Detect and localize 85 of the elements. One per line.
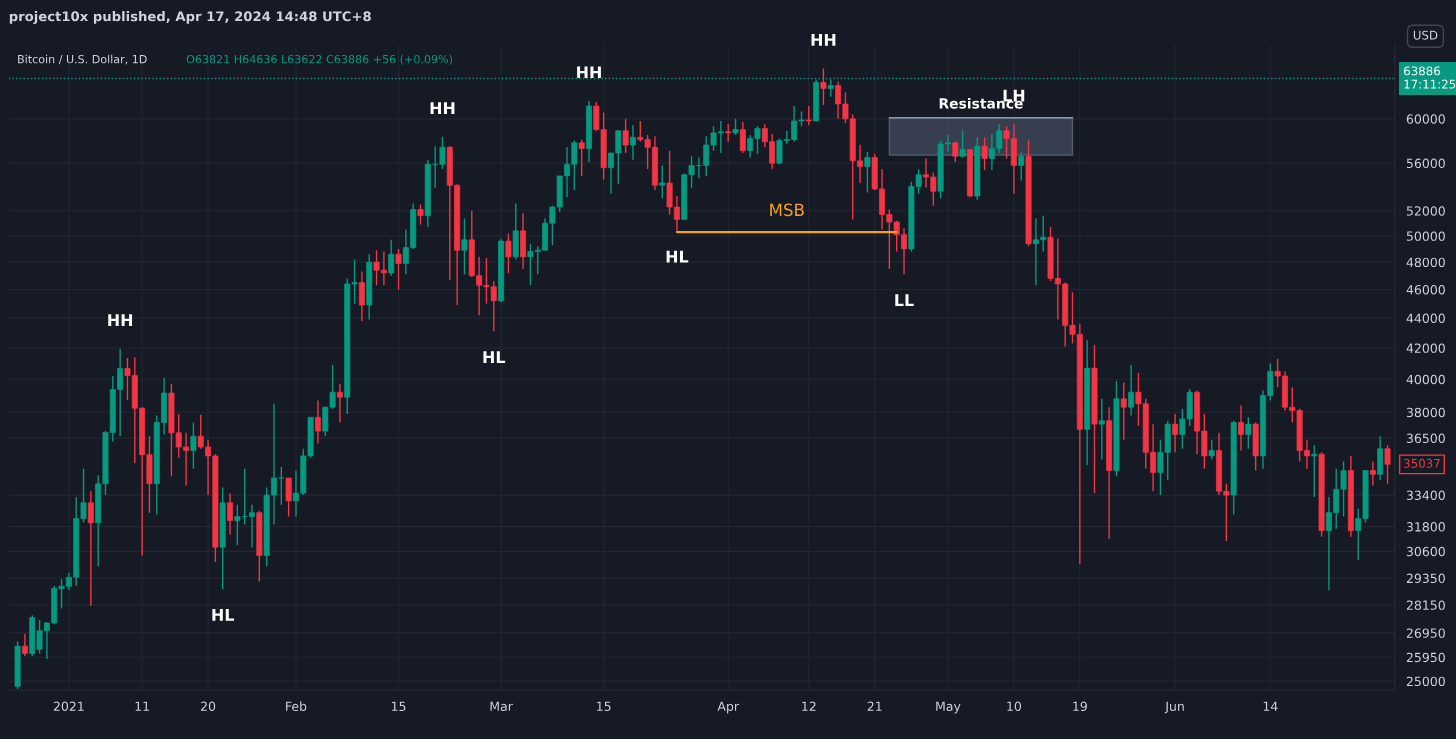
y-tick-label: 25000 [1406, 676, 1445, 687]
x-tick-label: 19 [1073, 701, 1087, 712]
y-tick-label: 44000 [1406, 313, 1445, 323]
candlestick [981, 136, 988, 171]
x-tick-label: 21 [867, 701, 882, 711]
candlestick [959, 130, 966, 159]
annotation: HH [577, 66, 601, 79]
text: O63821 H64636 L63622 C63886 +56 (+0.09%) [186, 54, 453, 65]
annotation: LL [895, 294, 914, 306]
candlestick [1245, 416, 1252, 450]
candlestick [578, 138, 585, 177]
annotation: HH [108, 314, 133, 326]
y-tick-label: 56000 [1406, 158, 1445, 169]
annotation: HH [430, 102, 455, 114]
candlestick [1128, 364, 1135, 417]
y-tick-label: 29350 [1406, 573, 1445, 584]
y-tick-label: 60000 [1406, 114, 1445, 124]
series-label: MSB [770, 203, 804, 217]
candlestick [87, 490, 94, 607]
x-tick-label: May [936, 701, 961, 714]
candlestick [395, 248, 402, 291]
annotation: HL [666, 250, 689, 263]
candlestick [285, 477, 292, 518]
annotation: HL [483, 351, 506, 363]
candlestick [21, 633, 28, 657]
y-tick-label: 38000 [1406, 407, 1445, 418]
y-tick-label: 26950 [1406, 628, 1445, 638]
candlestick [278, 466, 285, 506]
y-tick-label: 30600 [1406, 546, 1445, 557]
x-tick-label: Mar [490, 701, 513, 712]
x-tick-label: 12 [802, 701, 816, 711]
y-tick-label: 40000 [1406, 374, 1445, 385]
candlestick [820, 67, 827, 106]
y-tick-label: 33400 [1406, 490, 1445, 501]
candlestick [622, 118, 629, 154]
candlestick [227, 492, 234, 536]
candlestick [659, 164, 666, 200]
candlestick [1208, 439, 1215, 461]
candlestick [505, 232, 512, 274]
x-tick-label: Apr [717, 701, 740, 714]
y-tick-label: 31800 [1406, 522, 1445, 532]
candlestick [314, 399, 321, 445]
text: 35037 [1404, 458, 1440, 468]
candlestick [336, 383, 343, 424]
y-tick-label: 25950 [1406, 652, 1445, 663]
y-tick-label: 42000 [1406, 343, 1445, 353]
annotation: HL [212, 609, 235, 621]
candlestick [461, 217, 468, 276]
candlestick [1018, 151, 1025, 182]
y-tick-label: 50000 [1406, 231, 1445, 241]
candlestick [190, 421, 197, 470]
candlestick [1311, 444, 1318, 498]
x-tick-label: Feb [286, 701, 307, 712]
y-tick-label: 52000 [1406, 206, 1445, 216]
candlestick [629, 124, 636, 161]
candlestick [739, 121, 746, 154]
y-tick-label: 48000 [1406, 257, 1445, 268]
y-tick-label: 36500 [1406, 433, 1445, 444]
x-tick-label: 2021 [53, 701, 84, 712]
text: USD [1413, 30, 1438, 40]
text: Bitcoin / U.S. Dollar, 1D [18, 54, 147, 65]
x-tick-label: 14 [1263, 701, 1278, 711]
x-tick-label: 10 [1007, 701, 1022, 712]
annotation: HH [811, 33, 836, 46]
candlestick [1098, 398, 1105, 461]
candlestick [1238, 404, 1244, 452]
candlestick [1120, 381, 1127, 441]
candlestick [1369, 460, 1376, 487]
x-tick-label: 20 [201, 701, 216, 712]
text: project10x published, Apr 17, 2024 14:48 UTC+8 [9, 11, 371, 24]
candlestick [805, 105, 812, 126]
candlestick [1384, 444, 1391, 485]
x-tick-label: Jun [1164, 701, 1184, 714]
candlestick [417, 203, 424, 226]
x-tick-label: 11 [135, 701, 149, 711]
x-tick-label: 15 [597, 701, 611, 712]
candlestick [864, 151, 871, 194]
candlestick [1172, 413, 1179, 454]
ref-line-label: 63886 17:11:25 [1404, 66, 1456, 89]
y-tick-label: 46000 [1406, 284, 1445, 295]
candlestick [249, 504, 255, 548]
y-tick-label: 28150 [1406, 600, 1445, 610]
candlestick [358, 270, 365, 322]
x-tick-label: 15 [391, 701, 406, 712]
candlestick [388, 239, 395, 277]
